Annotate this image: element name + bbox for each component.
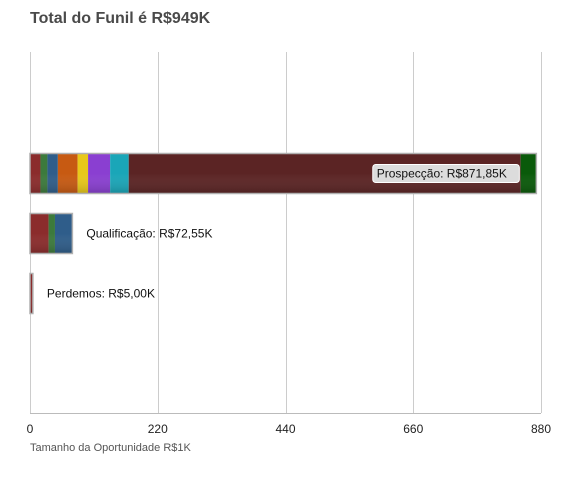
x-tick-label-1: 220 <box>148 422 168 436</box>
x-axis-label: Tamanho da Oportunidade R$1K <box>30 442 191 454</box>
x-tick-label-0: 0 <box>27 422 34 436</box>
bar-0-outline <box>29 152 538 195</box>
bar-2-outline <box>29 272 34 315</box>
bar-2-label: Perdemos: R$5,00K <box>47 287 155 301</box>
bar-1-label: Qualificação: R$72,55K <box>86 227 212 241</box>
x-tick-label-2: 440 <box>275 422 295 436</box>
bar-0-label: Prospecção: R$871,85K <box>377 167 507 181</box>
bar-2-shade <box>30 273 33 314</box>
chart-title: Total do Funil é R$949K <box>30 10 211 27</box>
bar-0-label-box <box>372 164 520 183</box>
bar-1-outline <box>29 212 74 255</box>
x-tick-label-3: 660 <box>403 422 423 436</box>
x-tick-label-4: 880 <box>531 422 551 436</box>
bar-1-shade <box>30 213 73 254</box>
